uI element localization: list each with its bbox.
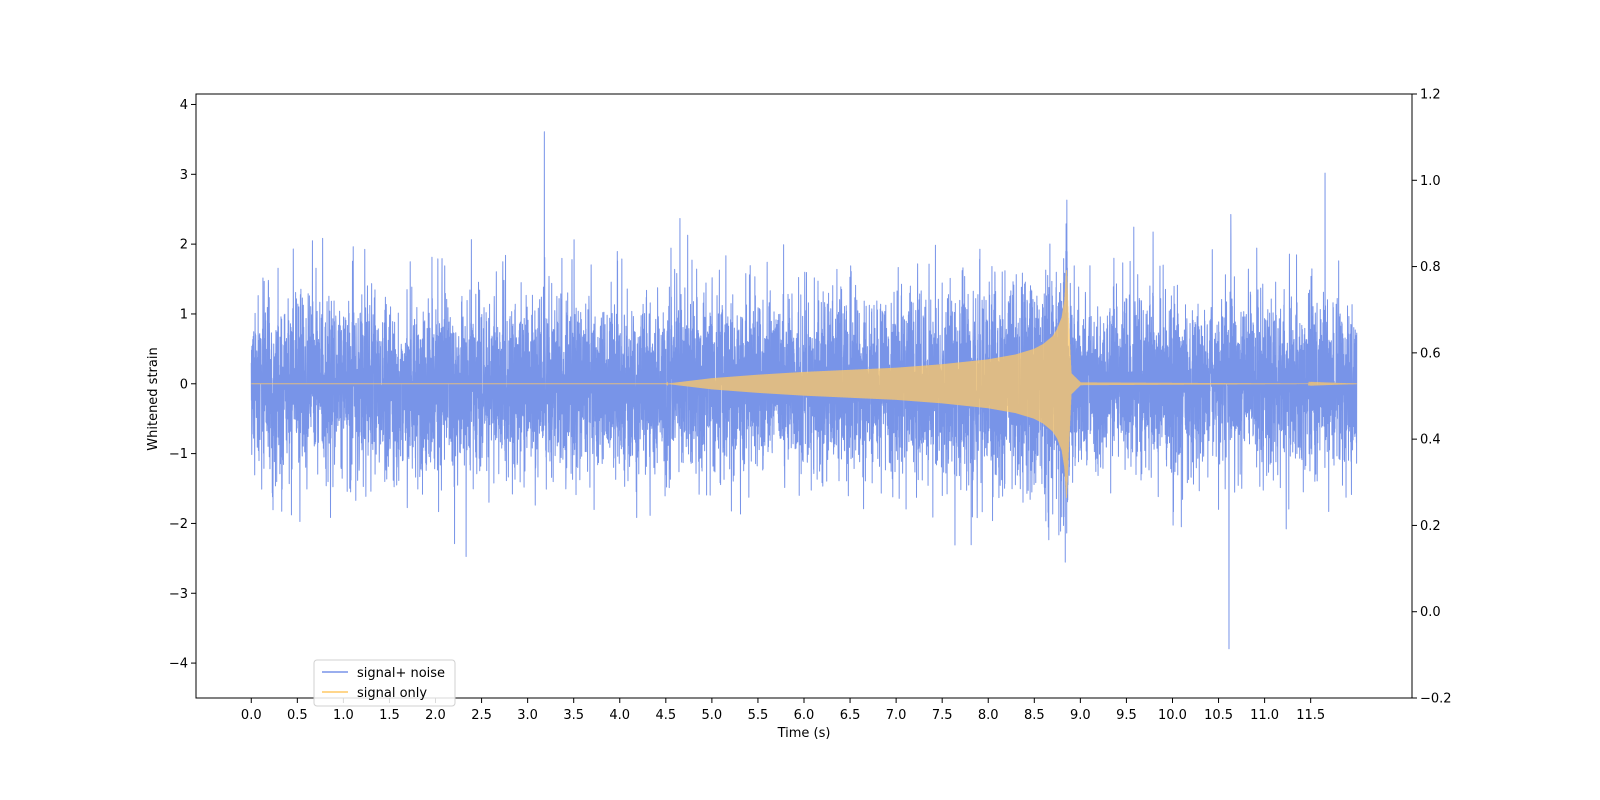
y2-tick-label: 0.8 — [1420, 260, 1441, 275]
y2-tick-label: 0.2 — [1420, 519, 1441, 534]
x-tick-label: 6.5 — [840, 708, 861, 723]
legend-box — [313, 659, 456, 707]
y-tick-label: −3 — [169, 587, 188, 602]
y2-tick-label: 1.0 — [1420, 174, 1441, 189]
x-tick-label: 0.0 — [241, 708, 262, 723]
line-signal-only — [251, 270, 1357, 498]
y-tick-label: −2 — [169, 517, 188, 532]
x-axis-label: Time (s) — [777, 726, 831, 741]
y-axis-right: −0.2 0.0 0.2 0.4 0.6 0.8 1.0 1.2 — [1412, 88, 1452, 707]
y-tick-label: −1 — [169, 447, 188, 462]
x-tick-label: 0.5 — [287, 708, 308, 723]
legend-label-signal-only: signal only — [357, 686, 427, 701]
x-tick-label: 9.0 — [1070, 708, 1091, 723]
x-tick-label: 2.0 — [425, 708, 446, 723]
x-tick-label: 5.0 — [702, 708, 723, 723]
series-signal-only — [251, 270, 1357, 498]
y2-tick-label: −0.2 — [1420, 692, 1452, 707]
y-axis-left: −4 −3 −2 −1 0 1 2 3 4 — [169, 98, 196, 672]
y-tick-label: 1 — [180, 307, 188, 322]
x-tick-label: 2.5 — [471, 708, 492, 723]
x-axis: 0.0 0.5 1.0 1.5 2.0 2.5 3.0 3.5 4.0 4.5 5.0 5.5 6.0 6… — [241, 698, 1325, 723]
x-tick-label: 4.0 — [609, 708, 630, 723]
x-tick-label: 11.0 — [1250, 708, 1279, 723]
y2-tick-label: 0.4 — [1420, 433, 1441, 448]
y-tick-label: 4 — [180, 98, 188, 113]
y-tick-label: 3 — [180, 168, 188, 183]
plot-area — [250, 131, 1358, 650]
x-tick-label: 1.0 — [333, 708, 354, 723]
x-tick-label: 9.5 — [1116, 708, 1137, 723]
x-tick-label: 7.5 — [932, 708, 953, 723]
y2-tick-label: 0.6 — [1420, 346, 1441, 361]
y-tick-label: 0 — [180, 377, 188, 392]
legend-label-signal-plus-noise: signal+ noise — [357, 666, 445, 681]
x-tick-label: 3.0 — [517, 708, 538, 723]
x-tick-label: 10.5 — [1204, 708, 1233, 723]
x-tick-label: 6.0 — [794, 708, 815, 723]
x-tick-label: 1.5 — [379, 708, 400, 723]
x-tick-label: 11.5 — [1296, 708, 1325, 723]
y2-tick-label: 1.2 — [1420, 88, 1441, 103]
y2-tick-label: 0.0 — [1420, 605, 1441, 620]
x-tick-label: 3.5 — [563, 708, 584, 723]
y-tick-label: 2 — [180, 238, 188, 253]
x-tick-label: 5.5 — [748, 708, 769, 723]
x-tick-label: 8.5 — [1024, 708, 1045, 723]
y-tick-label: −4 — [169, 657, 188, 672]
x-tick-label: 8.0 — [978, 708, 999, 723]
x-tick-label: 7.0 — [886, 708, 907, 723]
x-tick-label: 4.5 — [655, 708, 676, 723]
y-axis-label: Whitened strain — [146, 347, 161, 450]
legend: signal+ noise signal only — [313, 659, 456, 707]
x-tick-label: 10.0 — [1158, 708, 1187, 723]
